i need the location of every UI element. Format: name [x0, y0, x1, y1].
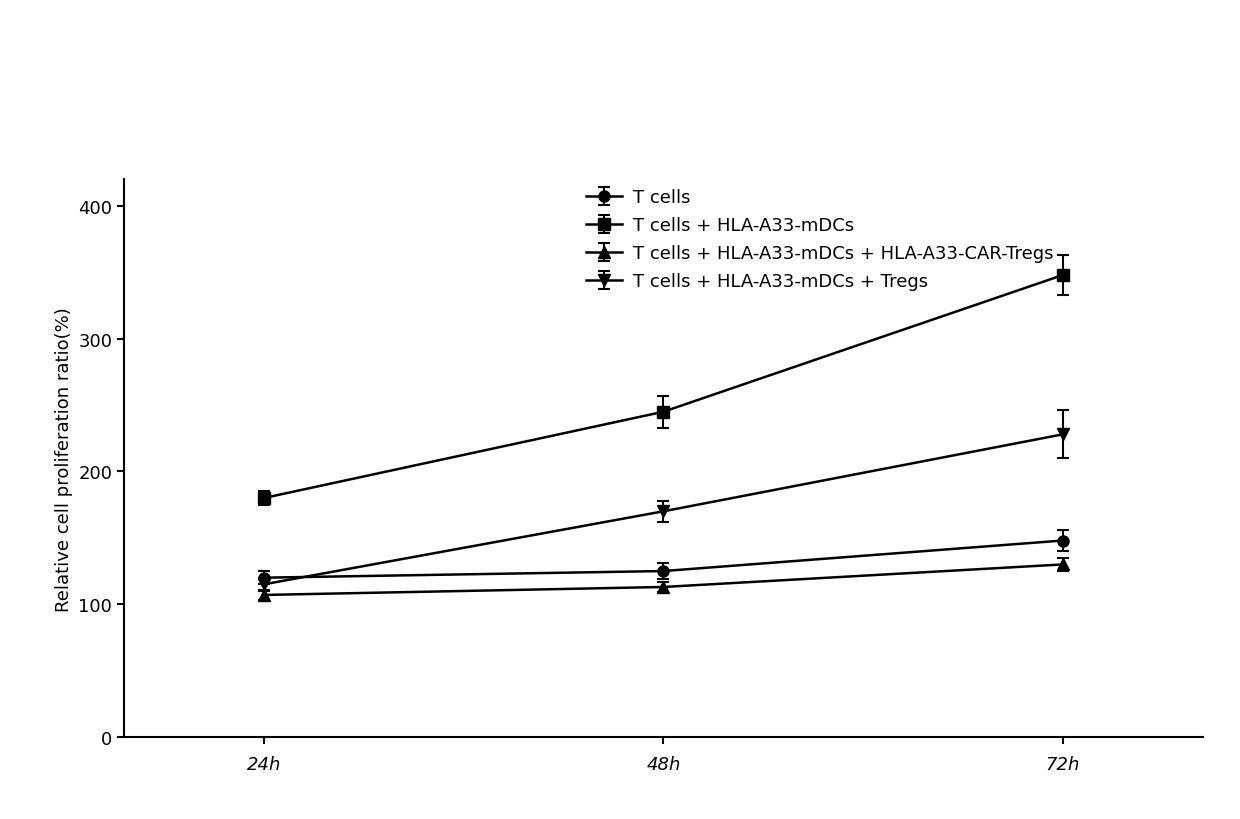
- Y-axis label: Relative cell proliferation ratio(%): Relative cell proliferation ratio(%): [55, 306, 73, 611]
- Legend: T cells, T cells + HLA-A33-mDCs, T cells + HLA-A33-mDCs + HLA-A33-CAR-Tregs, T c: T cells, T cells + HLA-A33-mDCs, T cells…: [587, 189, 1054, 291]
